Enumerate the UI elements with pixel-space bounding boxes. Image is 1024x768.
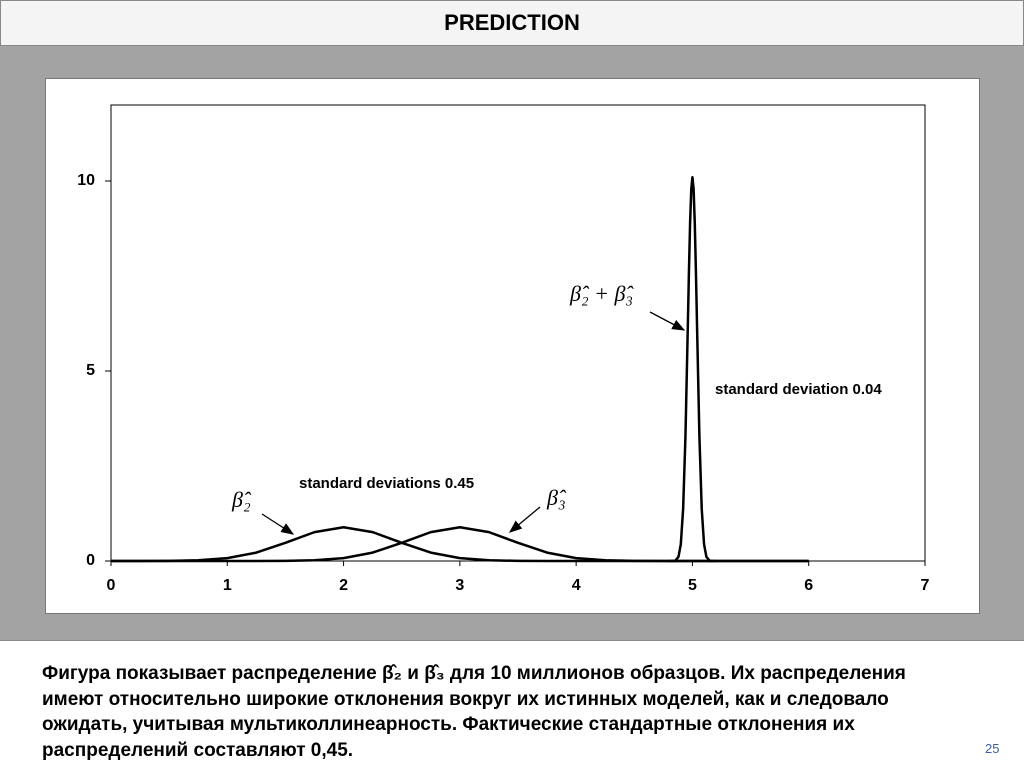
y-tick-label: 10 <box>77 172 95 189</box>
curve-label: β̂₃ <box>546 485 567 510</box>
x-tick-label: 6 <box>804 577 813 594</box>
slide-title: PREDICTION <box>0 0 1024 46</box>
curve-label: β̂₂ <box>231 487 252 512</box>
y-tick-label: 5 <box>86 362 95 379</box>
chart: 0 5 10 0 1 2 3 4 5 6 7 β̂₂ β̂₃ β̂₂ + β̂₃ standard devi… <box>77 104 930 594</box>
annotation: standard deviation 0.04 <box>715 381 882 398</box>
arrow <box>649 311 686 331</box>
caption-area: Фигура показывает распределение β̂₂ и β̂… <box>0 640 1024 768</box>
x-tick-label: 1 <box>223 577 232 594</box>
x-tick-label: 4 <box>572 577 581 594</box>
x-tick-label: 2 <box>339 577 348 594</box>
caption: Фигура показывает распределение β̂₂ и β̂… <box>42 663 906 761</box>
curve <box>669 175 716 563</box>
arrow <box>509 506 541 533</box>
x-tick-label: 5 <box>688 577 697 594</box>
curve-label: β̂₂ + β̂₃ <box>569 281 634 306</box>
x-tick-label: 0 <box>107 577 116 594</box>
x-tick-label: 7 <box>921 577 930 594</box>
y-tick-label: 0 <box>86 552 95 569</box>
x-tick-label: 3 <box>455 577 464 594</box>
curve <box>111 526 809 563</box>
page-number: 25 <box>985 741 1000 756</box>
annotation: standard deviations 0.45 <box>299 475 474 492</box>
arrow <box>261 513 295 535</box>
